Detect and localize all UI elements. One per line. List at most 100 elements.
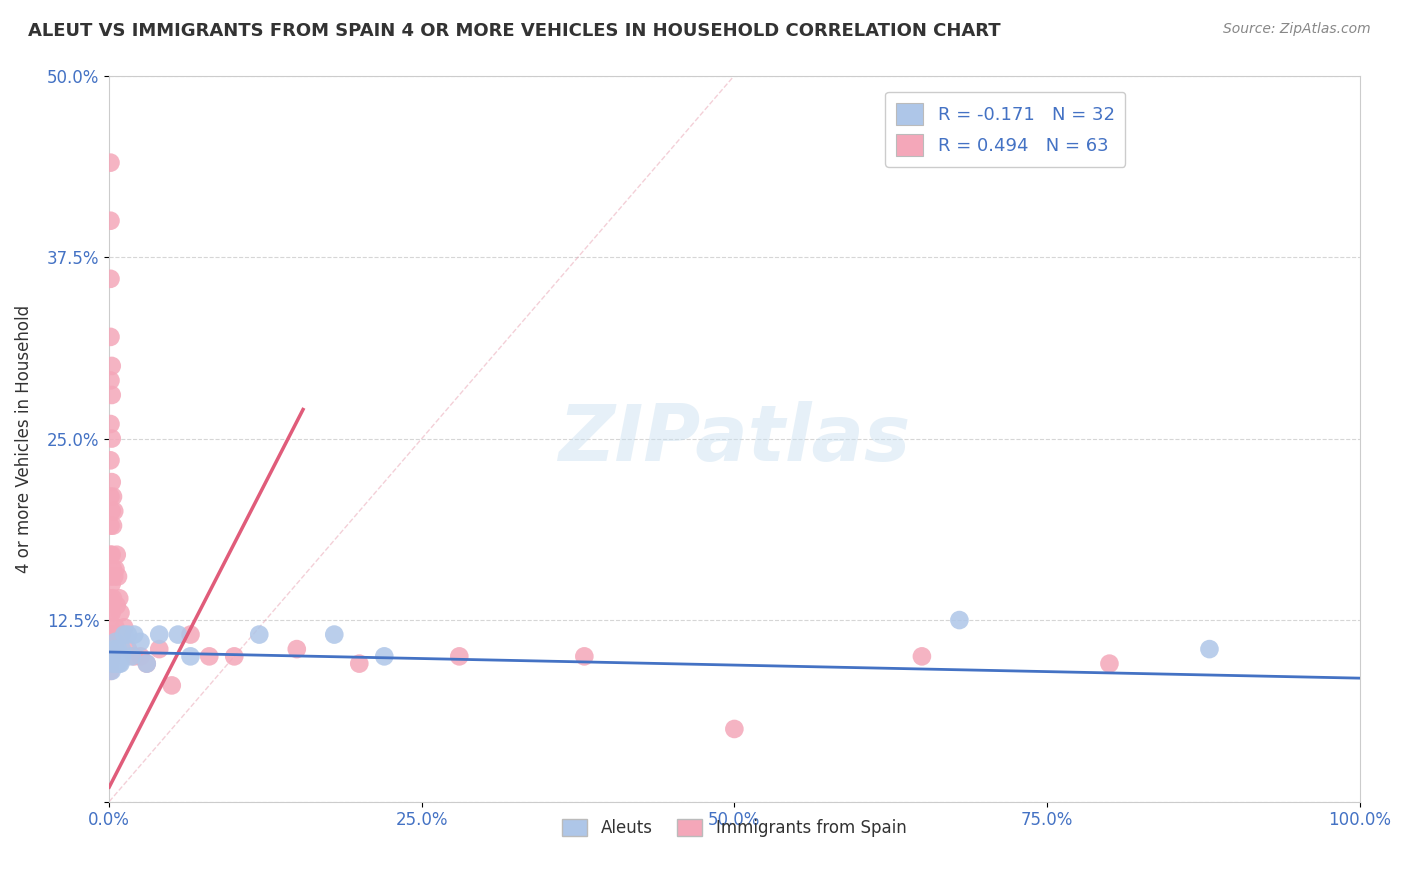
Point xyxy=(100,664,122,678)
Point xyxy=(1098,657,1121,671)
Point xyxy=(107,569,129,583)
Point xyxy=(100,591,122,606)
Point xyxy=(103,642,125,657)
Point xyxy=(100,388,122,402)
Point xyxy=(100,490,122,504)
Point xyxy=(110,649,132,664)
Point xyxy=(100,576,122,591)
Point xyxy=(122,627,145,641)
Point xyxy=(1198,642,1220,657)
Point xyxy=(100,649,122,664)
Point xyxy=(103,649,125,664)
Point xyxy=(129,635,152,649)
Point xyxy=(122,649,145,664)
Point xyxy=(101,490,124,504)
Point xyxy=(103,504,125,518)
Point xyxy=(100,569,122,583)
Point xyxy=(100,272,122,286)
Point xyxy=(105,657,128,671)
Point xyxy=(160,678,183,692)
Point xyxy=(948,613,970,627)
Point xyxy=(107,642,129,657)
Point xyxy=(100,155,122,169)
Point xyxy=(101,591,124,606)
Point xyxy=(103,569,125,583)
Point xyxy=(100,417,122,431)
Point xyxy=(104,620,127,634)
Point xyxy=(108,591,131,606)
Text: ALEUT VS IMMIGRANTS FROM SPAIN 4 OR MORE VEHICLES IN HOUSEHOLD CORRELATION CHART: ALEUT VS IMMIGRANTS FROM SPAIN 4 OR MORE… xyxy=(28,22,1001,40)
Y-axis label: 4 or more Vehicles in Household: 4 or more Vehicles in Household xyxy=(15,304,32,573)
Point xyxy=(100,475,122,489)
Point xyxy=(148,642,170,657)
Point xyxy=(100,635,122,649)
Point xyxy=(723,722,745,736)
Point xyxy=(105,649,128,664)
Point xyxy=(104,635,127,649)
Point xyxy=(100,649,122,664)
Point xyxy=(100,518,122,533)
Point xyxy=(101,518,124,533)
Point xyxy=(100,504,122,518)
Point xyxy=(574,649,596,664)
Point xyxy=(112,627,135,641)
Point xyxy=(108,649,131,664)
Point xyxy=(101,649,124,664)
Point xyxy=(285,642,308,657)
Point xyxy=(224,649,246,664)
Point xyxy=(111,627,134,641)
Point xyxy=(105,599,128,613)
Point xyxy=(107,649,129,664)
Point xyxy=(135,657,157,671)
Point xyxy=(104,649,127,664)
Point xyxy=(100,374,122,388)
Point xyxy=(117,627,139,641)
Point xyxy=(100,627,122,641)
Point xyxy=(100,453,122,467)
Point xyxy=(101,562,124,576)
Point xyxy=(100,606,122,620)
Point xyxy=(349,657,371,671)
Point xyxy=(198,649,221,664)
Point xyxy=(323,627,346,641)
Point xyxy=(100,627,122,641)
Point xyxy=(101,627,124,641)
Text: ZIPatlas: ZIPatlas xyxy=(558,401,911,476)
Point xyxy=(121,649,143,664)
Point xyxy=(110,606,132,620)
Point xyxy=(148,627,170,641)
Point xyxy=(179,627,201,641)
Point xyxy=(100,548,122,562)
Point xyxy=(247,627,270,641)
Point xyxy=(112,620,135,634)
Point xyxy=(101,657,124,671)
Point xyxy=(111,649,134,664)
Point xyxy=(103,627,125,641)
Point xyxy=(111,642,134,657)
Point xyxy=(100,642,122,657)
Point xyxy=(110,657,132,671)
Point xyxy=(449,649,471,664)
Point xyxy=(100,432,122,446)
Point xyxy=(100,548,122,562)
Point xyxy=(108,657,131,671)
Point xyxy=(135,657,157,671)
Point xyxy=(117,642,139,657)
Point xyxy=(105,548,128,562)
Point xyxy=(179,649,201,664)
Text: Source: ZipAtlas.com: Source: ZipAtlas.com xyxy=(1223,22,1371,37)
Point xyxy=(100,330,122,344)
Point xyxy=(100,657,122,671)
Point xyxy=(100,213,122,227)
Point xyxy=(100,620,122,634)
Point xyxy=(167,627,190,641)
Point xyxy=(911,649,934,664)
Point xyxy=(100,359,122,373)
Point xyxy=(100,664,122,678)
Point xyxy=(104,657,127,671)
Point xyxy=(104,562,127,576)
Point xyxy=(129,649,152,664)
Point xyxy=(100,606,122,620)
Point xyxy=(373,649,395,664)
Legend: Aleuts, Immigrants from Spain: Aleuts, Immigrants from Spain xyxy=(555,813,914,844)
